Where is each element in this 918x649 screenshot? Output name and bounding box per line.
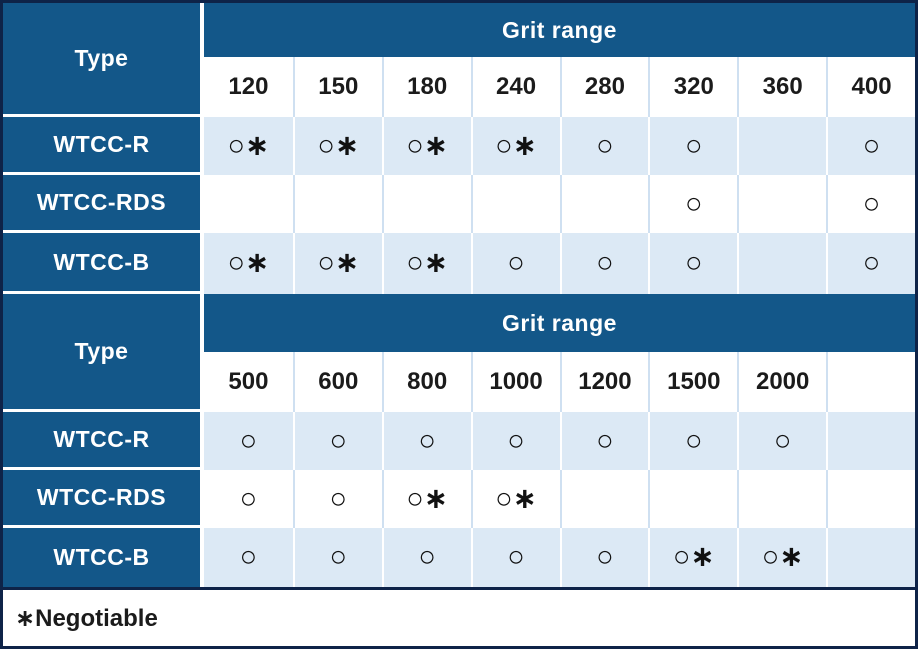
grit-cell: ○ (292, 528, 382, 587)
grit-cell (559, 175, 649, 233)
grit-column-header-400: 400 (826, 57, 915, 117)
grit-column-header-320: 320 (648, 57, 738, 117)
grit-cell: ○∗ (737, 528, 827, 587)
grit-column-header-1500: 1500 (648, 352, 738, 412)
grit-cell: ○∗ (381, 470, 471, 528)
type-header: Type (3, 3, 204, 117)
grit-range-header: Grit range (204, 294, 915, 352)
grit-cell: ○ (559, 412, 649, 470)
grit-column-header-360: 360 (737, 57, 827, 117)
grit-cell: ○ (826, 233, 915, 294)
row-label-wtcc-r: WTCC-R (3, 412, 204, 470)
grit-column-header-240: 240 (470, 57, 560, 117)
grit-cell: ○ (204, 470, 293, 528)
grit-cell: ○ (292, 412, 382, 470)
grit-column-header-1000: 1000 (470, 352, 560, 412)
grit-cell: ○ (559, 233, 649, 294)
grit-cell: ○ (648, 412, 738, 470)
grit-cell: ○ (737, 412, 827, 470)
grit-cell (737, 233, 827, 294)
grit-cell: ○∗ (204, 117, 293, 175)
grit-cell: ○∗ (381, 117, 471, 175)
grit-cell (559, 470, 649, 528)
grit-column-header-600: 600 (292, 352, 382, 412)
grit-cell: ○ (381, 412, 471, 470)
grit-cell (737, 117, 827, 175)
grit-cell: ○ (381, 528, 471, 587)
grit-cell: ○∗ (292, 233, 382, 294)
grit-column-header-2000: 2000 (737, 352, 827, 412)
grit-cell: ○ (648, 117, 738, 175)
grit-range-header: Grit range (204, 3, 915, 57)
type-header: Type (3, 294, 204, 412)
grit-cell: ○ (204, 528, 293, 587)
grit-cell: ○ (559, 528, 649, 587)
grit-cell: ○ (292, 470, 382, 528)
footnote-bar: ∗Negotiable (3, 590, 915, 646)
grit-column-header-180: 180 (381, 57, 471, 117)
row-label-wtcc-rds: WTCC-RDS (3, 470, 204, 528)
footnote-text: ∗Negotiable (15, 604, 158, 632)
grit-cell: ○∗ (204, 233, 293, 294)
grit-cell: ○ (826, 117, 915, 175)
grit-cell: ○ (559, 117, 649, 175)
row-label-wtcc-b: WTCC-B (3, 233, 204, 294)
row-label-wtcc-b: WTCC-B (3, 528, 204, 587)
grit-cell (737, 470, 827, 528)
grit-cell: ○ (826, 175, 915, 233)
row-label-wtcc-rds: WTCC-RDS (3, 175, 204, 233)
grit-cell: ○ (648, 175, 738, 233)
grit-table-coarse: Type Grit range 120 150 180 240 280 320 … (3, 3, 915, 294)
grit-column-header-800: 800 (381, 352, 471, 412)
grit-column-header-150: 150 (292, 57, 382, 117)
grit-cell: ○∗ (292, 117, 382, 175)
grit-cell: ○∗ (381, 233, 471, 294)
footer-divider (3, 587, 915, 590)
grit-cell (292, 175, 382, 233)
grit-cell: ○ (470, 528, 560, 587)
grit-cell (381, 175, 471, 233)
grit-cell: ○∗ (470, 470, 560, 528)
grit-column-header-120: 120 (204, 57, 293, 117)
grit-cell (826, 412, 915, 470)
grit-column-header-1200: 1200 (559, 352, 649, 412)
grit-table-fine: Type Grit range 500 600 800 1000 1200 15… (3, 294, 915, 587)
grit-cell: ○∗ (470, 117, 560, 175)
grit-cell (470, 175, 560, 233)
row-label-wtcc-r: WTCC-R (3, 117, 204, 175)
grit-cell (737, 175, 827, 233)
grit-cell: ○ (204, 412, 293, 470)
grit-cell (826, 528, 915, 587)
grit-column-header-blank (826, 352, 915, 412)
grit-column-header-500: 500 (204, 352, 293, 412)
grit-cell: ○ (648, 233, 738, 294)
grit-column-header-280: 280 (559, 57, 649, 117)
grit-cell: ○ (470, 233, 560, 294)
grit-cell: ○ (470, 412, 560, 470)
grit-cell (204, 175, 293, 233)
grit-cell (826, 470, 915, 528)
grit-cell: ○∗ (648, 528, 738, 587)
grit-cell (648, 470, 738, 528)
